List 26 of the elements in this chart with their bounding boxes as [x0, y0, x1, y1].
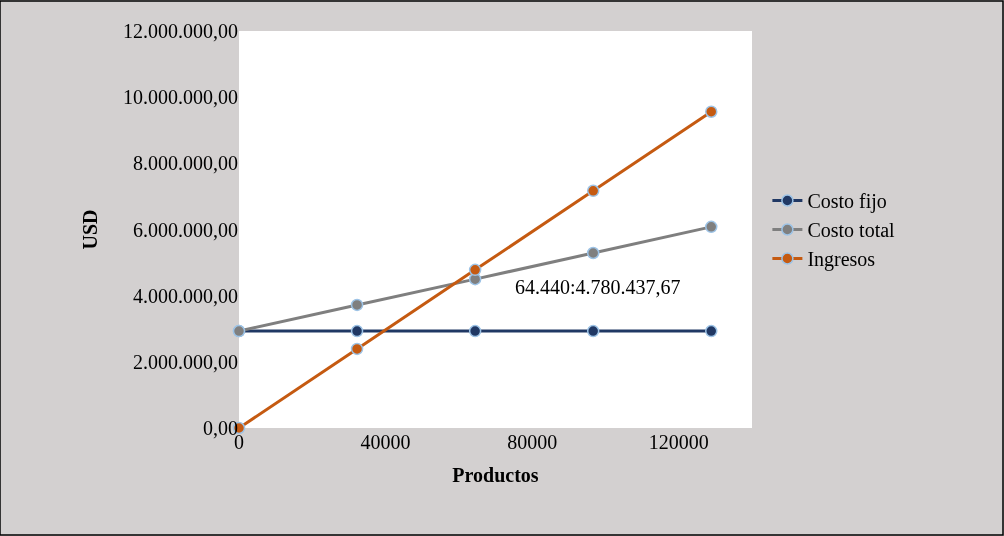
point: [350, 298, 364, 312]
legend-label: Ingresos: [807, 248, 876, 272]
y-tick-label: 2.000.000,00: [133, 350, 238, 373]
point: [705, 324, 718, 338]
point: [468, 263, 482, 277]
y-tick-label: 6.000.000,00: [133, 218, 238, 241]
annotation: 64.440:4.780.437,67: [515, 276, 681, 298]
x-tick-label: 80000: [507, 431, 558, 453]
y-tick-label: 4.000.000,00: [133, 284, 238, 307]
y-tick-label: 12.000.000,00: [123, 20, 238, 42]
x-tick-label: 120000: [648, 431, 709, 453]
point: [586, 184, 600, 198]
point: [586, 246, 600, 260]
point: [586, 324, 600, 338]
point: [705, 220, 718, 234]
y-axis-title: USD: [78, 209, 101, 250]
point: [705, 105, 718, 118]
point: [468, 324, 482, 338]
legend-label: Costo fijo: [807, 190, 887, 214]
y-tick-label: 8.000.000,00: [133, 152, 238, 175]
point: [350, 324, 364, 338]
legend-label: Costo total: [807, 219, 896, 242]
point: [350, 342, 364, 356]
y-tick-label: 10.000.000,00: [123, 86, 238, 109]
x-axis-title: Productos: [452, 463, 539, 486]
x-tick-label: 40000: [360, 431, 411, 453]
